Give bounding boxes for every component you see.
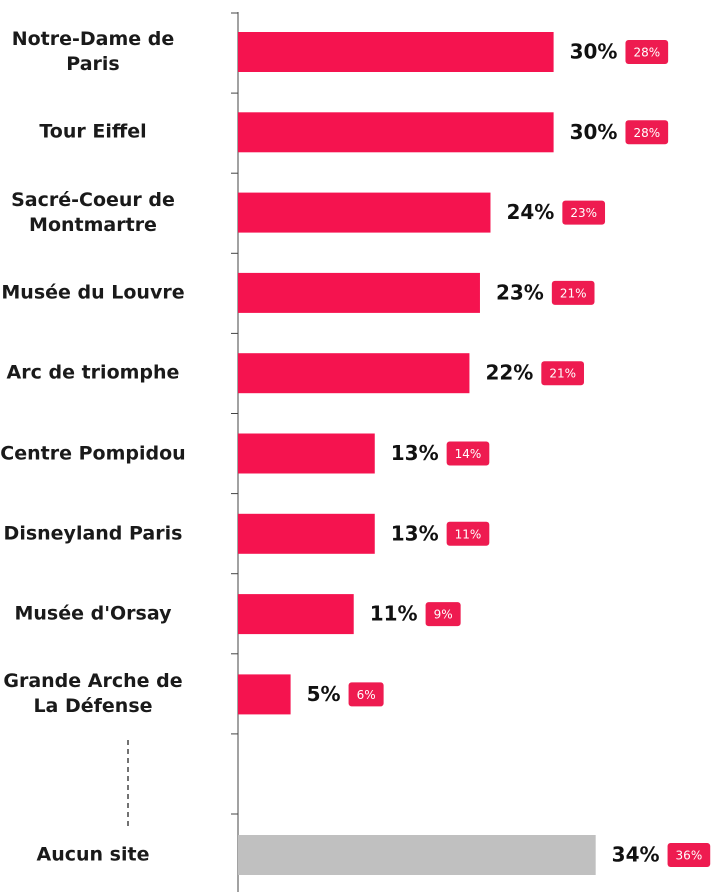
- category-label: Sacré-Coeur de Montmartre: [11, 188, 175, 236]
- badge-label: 11%: [455, 527, 482, 541]
- bar: [238, 112, 554, 153]
- value-label: 5%: [307, 682, 341, 706]
- value-label: 30%: [570, 40, 618, 64]
- badge-label: 28%: [633, 46, 660, 60]
- bar: [238, 594, 354, 635]
- value-label: 13%: [391, 521, 439, 545]
- category-label: Disneyland Paris: [3, 522, 183, 545]
- badge-label: 21%: [549, 367, 576, 381]
- badge: [562, 200, 606, 225]
- value-label: 24%: [506, 200, 554, 224]
- category-label: Aucun site: [36, 843, 150, 866]
- category-label: Grande Arche de La Défense: [3, 670, 183, 718]
- bar: [238, 192, 491, 233]
- badge: [446, 521, 490, 546]
- value-label: 30%: [570, 120, 618, 144]
- badge-label: 28%: [633, 126, 660, 140]
- badge: [348, 682, 384, 707]
- badge: [551, 280, 595, 305]
- badge-label: 21%: [560, 286, 587, 300]
- category-label: Musée du Louvre: [1, 281, 185, 304]
- badge-label: 9%: [434, 608, 453, 622]
- badge: [446, 441, 490, 466]
- badge: [667, 843, 711, 867]
- bar: [238, 272, 480, 313]
- badge-label: 36%: [676, 849, 703, 863]
- badge: [625, 120, 669, 145]
- category-label: Notre-Dame de Paris: [11, 28, 175, 75]
- value-label: 11%: [370, 602, 418, 626]
- value-label: 22%: [485, 361, 533, 385]
- badge: [425, 602, 461, 627]
- value-label: 23%: [496, 280, 544, 304]
- category-label: Tour Eiffel: [39, 120, 147, 143]
- bar: [238, 513, 375, 554]
- category-label: Musée d'Orsay: [14, 602, 172, 625]
- bar: [238, 835, 596, 875]
- bar: [238, 353, 470, 394]
- badge-label: 14%: [455, 447, 482, 461]
- bar: [238, 32, 554, 72]
- value-label: 34%: [612, 843, 660, 867]
- category-label: Centre Pompidou: [0, 442, 186, 464]
- category-label: Arc de triomphe: [6, 361, 180, 384]
- bar: [238, 674, 291, 715]
- badge: [625, 40, 669, 64]
- bar: [238, 433, 375, 474]
- badge: [541, 361, 584, 386]
- badge-label: 6%: [357, 688, 376, 702]
- badge-label: 23%: [570, 206, 597, 220]
- value-label: 13%: [391, 441, 439, 465]
